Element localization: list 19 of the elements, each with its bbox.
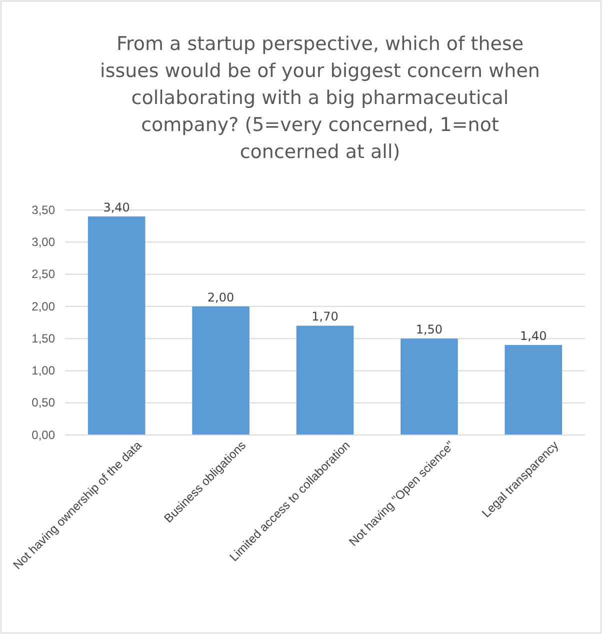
y-tick-label: 2,50 <box>32 267 56 282</box>
data-label: 3,40 <box>103 200 130 214</box>
bar <box>88 216 146 435</box>
y-tick-label: 3,50 <box>32 202 56 217</box>
y-tick-label: 3,00 <box>32 234 56 249</box>
y-tick-label: 2,00 <box>32 299 56 314</box>
y-tick-label: 0,00 <box>32 428 56 442</box>
bar <box>296 326 354 435</box>
bar <box>400 338 458 435</box>
bar <box>192 306 250 435</box>
y-tick-label: 1,00 <box>32 364 56 378</box>
bar <box>504 345 562 435</box>
chart-title: From a startup perspective, which of these issues would be of your biggest concern when collaborating with a big pharmaceutical company? (5=very concerned, 1=not concerned at all) <box>100 33 540 163</box>
data-label: 1,40 <box>520 329 547 343</box>
data-label: 2,00 <box>207 290 234 304</box>
y-tick-label: 0,50 <box>32 396 56 410</box>
data-label: 1,70 <box>312 310 338 324</box>
data-label: 1,50 <box>416 322 443 337</box>
y-tick-label: 1,50 <box>32 331 56 346</box>
